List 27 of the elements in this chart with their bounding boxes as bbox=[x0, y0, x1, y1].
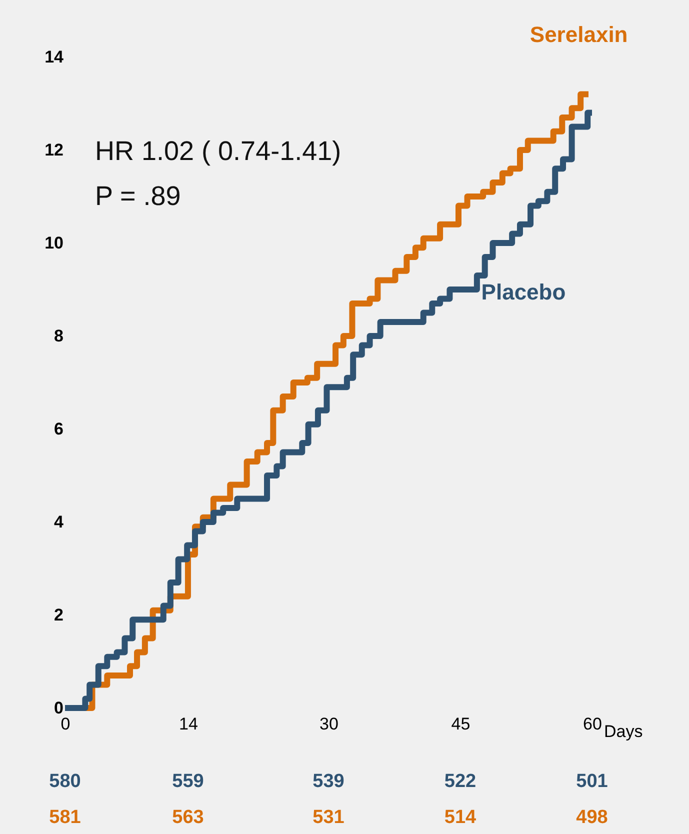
text: 531 bbox=[312, 807, 345, 828]
x-tick-label: 45 bbox=[451, 714, 470, 734]
x-tick-label: 30 bbox=[320, 714, 338, 734]
text: 501 bbox=[576, 771, 608, 792]
text: 559 bbox=[172, 771, 204, 792]
text: 581 bbox=[49, 807, 82, 828]
y-tick-label: 10 bbox=[44, 234, 64, 252]
text: 522 bbox=[444, 771, 476, 792]
text: 539 bbox=[312, 771, 344, 792]
y-tick-label: 12 bbox=[44, 140, 64, 160]
x-tick-label: 14 bbox=[179, 714, 198, 734]
annotation: HR 1.02 ( 0.74-1.41) bbox=[95, 136, 342, 166]
x-tick-label: 60 bbox=[583, 714, 602, 734]
text: 514 bbox=[444, 807, 477, 828]
series-label: Placebo bbox=[481, 280, 566, 305]
text: 563 bbox=[172, 807, 204, 828]
text: Serelaxin bbox=[530, 22, 628, 47]
y-tick-label: 2 bbox=[54, 606, 64, 624]
y-tick-label: 8 bbox=[54, 326, 64, 346]
y-tick-label: 14 bbox=[44, 48, 64, 66]
x-axis-title: Days bbox=[604, 722, 643, 741]
y-tick-label: 0 bbox=[54, 698, 64, 718]
annotation: P = .89 bbox=[95, 181, 181, 211]
y-tick-label: 6 bbox=[54, 420, 64, 438]
text: 498 bbox=[576, 807, 608, 828]
text: 580 bbox=[49, 771, 81, 792]
y-tick-label: 4 bbox=[54, 512, 64, 532]
